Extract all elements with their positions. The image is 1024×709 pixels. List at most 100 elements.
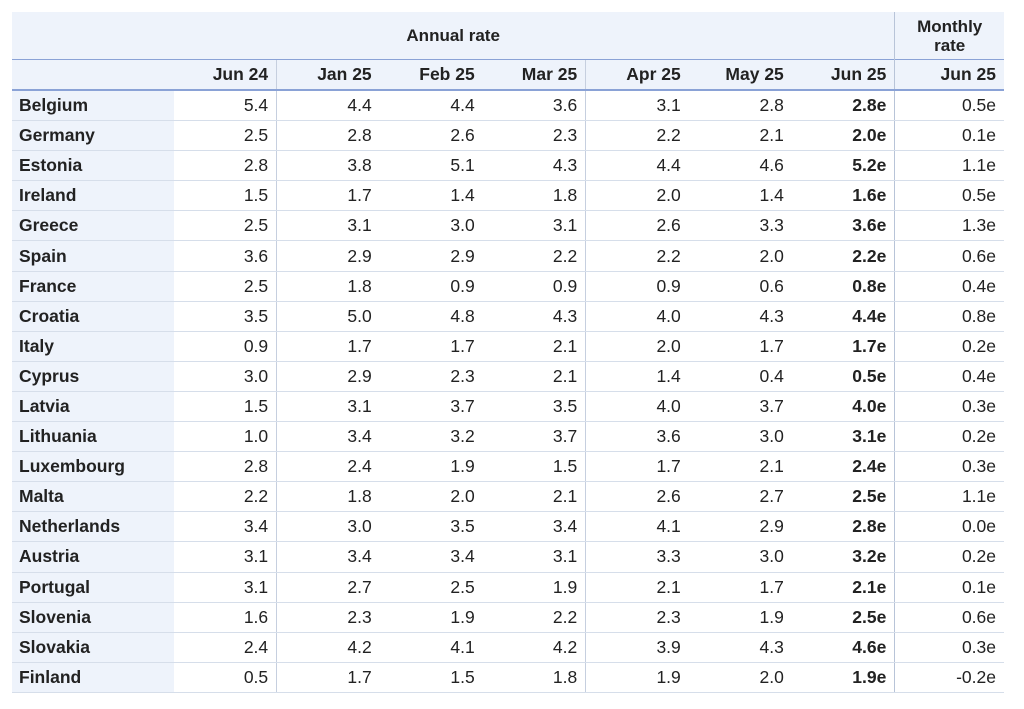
monthly-rate-cell: 0.3e [894, 391, 1004, 423]
value-cell: 1.9 [585, 662, 689, 693]
value-cell: 2.5 [379, 572, 483, 603]
value-cell: 2.5 [173, 210, 277, 242]
latest-annual-cell: 1.7e [791, 331, 895, 362]
value-cell: 2.9 [688, 511, 792, 543]
value-cell: 1.7 [688, 331, 792, 362]
latest-annual-cell: 3.1e [791, 421, 895, 453]
country-cell: Cyprus [12, 361, 174, 392]
column-header: Feb 25 [379, 59, 483, 91]
value-cell: 4.1 [379, 632, 483, 663]
value-cell: 3.4 [379, 541, 483, 573]
value-cell: 2.9 [276, 240, 380, 272]
value-cell: 5.0 [276, 301, 380, 332]
latest-annual-cell: 2.2e [791, 240, 895, 272]
value-cell: 3.1 [173, 541, 277, 573]
table-row: Luxembourg 2.8 2.4 1.9 1.5 1.7 2.1 2.4e 0.3e [12, 451, 1004, 483]
latest-annual-cell: 1.6e [791, 180, 895, 212]
value-cell: 4.4 [379, 90, 483, 122]
country-cell: Spain [12, 240, 174, 272]
latest-annual-cell: 2.0e [791, 120, 895, 152]
value-cell: 1.9 [379, 451, 483, 483]
latest-annual-cell: 2.8e [791, 90, 895, 122]
value-cell: 1.5 [173, 180, 277, 212]
value-cell: 4.1 [585, 511, 689, 543]
value-cell: 3.8 [276, 150, 380, 182]
value-cell: 3.7 [482, 421, 586, 453]
table-row: Finland 0.5 1.7 1.5 1.8 1.9 2.0 1.9e -0.2e [12, 662, 1004, 693]
value-cell: 2.6 [585, 481, 689, 513]
value-cell: 2.4 [276, 451, 380, 483]
value-cell: 3.3 [688, 210, 792, 242]
value-cell: 2.2 [482, 602, 586, 633]
value-cell: 2.8 [276, 120, 380, 152]
monthly-rate-header-line1: Monthly [917, 16, 983, 36]
value-cell: 4.4 [585, 150, 689, 182]
latest-annual-cell: 1.9e [791, 662, 895, 693]
value-cell: 2.1 [482, 361, 586, 392]
value-cell: 3.0 [276, 511, 380, 543]
column-header: Mar 25 [482, 59, 586, 91]
value-cell: 3.1 [482, 541, 586, 573]
latest-annual-cell: 2.4e [791, 451, 895, 483]
monthly-rate-cell: 1.1e [894, 150, 1004, 182]
table-row: Italy 0.9 1.7 1.7 2.1 2.0 1.7 1.7e 0.2e [12, 331, 1004, 362]
column-header: Jun 25 [791, 59, 895, 91]
value-cell: 3.0 [379, 210, 483, 242]
value-cell: 0.6 [688, 271, 792, 302]
value-cell: 1.7 [276, 180, 380, 212]
value-cell: 3.4 [276, 541, 380, 573]
value-cell: 2.3 [276, 602, 380, 633]
table-row: Croatia 3.5 5.0 4.8 4.3 4.0 4.3 4.4e 0.8e [12, 301, 1004, 332]
value-cell: 2.8 [173, 451, 277, 483]
value-cell: 2.9 [379, 240, 483, 272]
table-row: Latvia 1.5 3.1 3.7 3.5 4.0 3.7 4.0e 0.3e [12, 391, 1004, 423]
monthly-rate-cell: -0.2e [894, 662, 1004, 693]
value-cell: 1.5 [379, 662, 483, 693]
value-cell: 1.8 [482, 180, 586, 212]
latest-annual-cell: 0.8e [791, 271, 895, 302]
table-body: Belgium 5.4 4.4 4.4 3.6 3.1 2.8 2.8e 0.5e Germany… [12, 90, 1004, 693]
table-row: Austria 3.1 3.4 3.4 3.1 3.3 3.0 3.2e 0.2e [12, 541, 1004, 573]
table-row: Malta 2.2 1.8 2.0 2.1 2.6 2.7 2.5e 1.1e [12, 481, 1004, 513]
country-cell: Greece [12, 210, 174, 242]
value-cell: 2.0 [585, 331, 689, 362]
value-cell: 2.7 [276, 572, 380, 603]
value-cell: 0.9 [173, 331, 277, 362]
column-header: Apr 25 [585, 59, 689, 91]
value-cell: 3.7 [379, 391, 483, 423]
latest-annual-cell: 2.5e [791, 602, 895, 633]
value-cell: 2.2 [173, 481, 277, 513]
value-cell: 2.1 [482, 481, 586, 513]
value-cell: 3.1 [173, 572, 277, 603]
value-cell: 2.5 [173, 271, 277, 302]
value-cell: 2.1 [688, 451, 792, 483]
table-row: Belgium 5.4 4.4 4.4 3.6 3.1 2.8 2.8e 0.5e [12, 90, 1004, 122]
table-row: Ireland 1.5 1.7 1.4 1.8 2.0 1.4 1.6e 0.5e [12, 180, 1004, 212]
column-header: May 25 [688, 59, 792, 91]
value-cell: 0.5 [173, 662, 277, 693]
latest-annual-cell: 2.1e [791, 572, 895, 603]
annual-rate-group-header: Annual rate [12, 12, 895, 60]
value-cell: 3.1 [585, 90, 689, 122]
value-cell: 3.1 [276, 210, 380, 242]
value-cell: 4.3 [688, 632, 792, 663]
monthly-rate-cell: 0.2e [894, 541, 1004, 573]
country-cell: Luxembourg [12, 451, 174, 483]
country-cell: Latvia [12, 391, 174, 423]
value-cell: 2.9 [276, 361, 380, 392]
value-cell: 3.6 [482, 90, 586, 122]
table-row: Slovakia 2.4 4.2 4.1 4.2 3.9 4.3 4.6e 0.3e [12, 632, 1004, 663]
latest-annual-cell: 3.6e [791, 210, 895, 242]
country-cell: Portugal [12, 572, 174, 603]
value-cell: 3.9 [585, 632, 689, 663]
country-cell: Italy [12, 331, 174, 362]
table-row: Portugal 3.1 2.7 2.5 1.9 2.1 1.7 2.1e 0.1e [12, 572, 1004, 603]
country-cell: France [12, 271, 174, 302]
value-cell: 3.2 [379, 421, 483, 453]
country-cell: Ireland [12, 180, 174, 212]
monthly-rate-cell: 0.2e [894, 421, 1004, 453]
latest-annual-cell: 4.6e [791, 632, 895, 663]
value-cell: 3.4 [173, 511, 277, 543]
value-cell: 2.6 [585, 210, 689, 242]
country-cell: Netherlands [12, 511, 174, 543]
